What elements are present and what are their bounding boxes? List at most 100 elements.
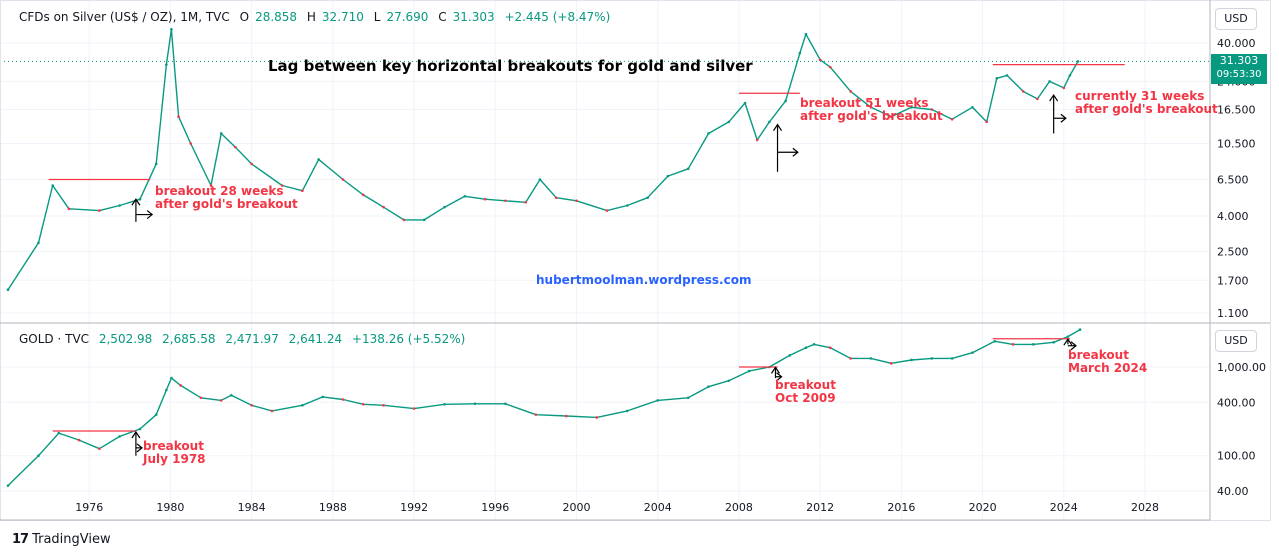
x-tick-label: 1980 <box>156 501 184 514</box>
tradingview-logo[interactable]: 17 TradingView <box>12 532 111 547</box>
silver-close: 31.303 <box>452 10 495 24</box>
gold-data-point <box>230 393 233 397</box>
gold-data-point <box>170 376 173 380</box>
silver-symbol: CFDs on Silver (US$ / OZ), 1M, TVC <box>19 10 230 24</box>
silver-data-point <box>98 209 101 212</box>
silver-data-point <box>768 120 771 124</box>
gold-data-point <box>534 413 538 416</box>
silver-data-point <box>443 205 446 209</box>
y-tick-label: 1.100 <box>1217 307 1249 320</box>
gold-data-point <box>812 343 816 346</box>
silver-data-point <box>575 199 578 203</box>
breakout-arrow-head <box>131 430 141 439</box>
last-price-value: 31.303 <box>1219 54 1259 67</box>
silver-pane[interactable] <box>0 28 1210 291</box>
x-tick-label: 2008 <box>725 501 753 514</box>
silver-data-point <box>1005 74 1009 77</box>
gold-annotation-1978: breakout July 1978 <box>143 440 206 466</box>
x-tick-label: 1988 <box>319 501 347 514</box>
x-tick-label: 1996 <box>481 501 509 514</box>
silver-change: +2.445 (+8.47%) <box>504 10 611 24</box>
silver-data-point <box>362 193 365 197</box>
silver-data-point <box>971 105 974 109</box>
silver-data-point <box>798 51 802 55</box>
x-tick-label: 2000 <box>563 501 591 514</box>
gold-data-point <box>565 414 568 418</box>
breakout-arrow-head <box>136 443 143 453</box>
silver-currency-button[interactable]: USD <box>1215 8 1257 30</box>
silver-data-point <box>784 99 787 103</box>
silver-annotation-2010: breakout 51 weeks after gold's breakout <box>800 97 943 123</box>
breakout-arrow-head <box>1060 113 1067 123</box>
breakout-arrow-head <box>146 210 154 220</box>
silver-data-point <box>1048 80 1051 83</box>
gold-price-line <box>7 328 1081 487</box>
gold-data-point <box>412 407 416 410</box>
silver-data-point <box>554 196 558 200</box>
gold-pane[interactable] <box>6 328 1082 487</box>
gold-data-point <box>910 358 913 362</box>
gold-data-point <box>849 357 852 360</box>
gold-data-point <box>443 402 446 406</box>
silver-data-point <box>138 197 142 201</box>
silver-data-point <box>625 204 629 207</box>
gold-data-point <box>686 396 690 400</box>
silver-data-point <box>463 194 467 198</box>
silver-data-point <box>37 241 40 245</box>
silver-data-point <box>910 105 913 109</box>
gold-currency-button[interactable]: USD <box>1215 330 1257 352</box>
silver-data-point <box>707 132 710 135</box>
x-tick-label: 2024 <box>1050 501 1078 514</box>
x-tick-label: 1984 <box>238 501 266 514</box>
gold-data-point <box>930 357 934 360</box>
silver-high-label: H <box>306 10 316 24</box>
silver-data-point <box>849 90 852 93</box>
gold-data-point <box>788 354 792 357</box>
silver-annotation-1978: breakout 28 weeks after gold's breakout <box>155 185 298 211</box>
silver-data-point <box>995 77 999 80</box>
gold-change: +138.26 (+5.52%) <box>351 332 466 346</box>
silver-data-point <box>755 138 759 142</box>
y-tick-label: 6.500 <box>1217 174 1249 187</box>
gold-data-point <box>199 396 203 400</box>
gold-data-point <box>804 346 808 350</box>
annotation-line: breakout 51 weeks <box>800 96 929 110</box>
silver-data-point <box>727 120 731 124</box>
gold-data-point <box>595 416 599 419</box>
silver-data-point <box>646 196 649 200</box>
gold-data-point <box>993 339 997 343</box>
gold-data-point <box>154 413 158 416</box>
silver-data-point <box>504 199 507 203</box>
silver-data-point <box>189 142 193 145</box>
silver-data-point <box>118 204 121 207</box>
annotation-line: after gold's breakout <box>1075 102 1218 116</box>
breakout-arrow-head <box>773 123 783 131</box>
gold-data-point <box>138 427 142 431</box>
silver-data-point <box>67 207 71 211</box>
silver-data-point <box>250 162 253 166</box>
y-tick-label: 2.500 <box>1217 245 1249 258</box>
gold-data-point <box>971 351 974 354</box>
breakout-arrow-head <box>770 366 780 374</box>
gold-data-point <box>747 369 751 373</box>
breakout-arrow-head <box>1049 93 1059 102</box>
silver-close-label: C <box>438 10 447 24</box>
gold-open: 2,502.98 <box>98 332 153 346</box>
gold-data-point <box>118 435 121 438</box>
gold-data-point <box>1052 340 1055 344</box>
gold-data-point <box>1066 335 1070 338</box>
gold-symbol: GOLD · TVC <box>19 332 90 346</box>
gold-data-point <box>250 404 253 407</box>
silver-data-point <box>605 209 609 212</box>
gold-data-point <box>727 379 731 383</box>
breakout-arrow-head <box>792 147 799 157</box>
silver-data-point <box>524 201 528 204</box>
x-tick-label: 1992 <box>400 501 428 514</box>
chart-title: Lag between key horizontal breakouts for… <box>268 57 753 75</box>
silver-data-point <box>1068 74 1072 77</box>
silver-data-point <box>154 162 158 166</box>
annotation-line: Oct 2009 <box>775 391 836 405</box>
gold-data-point <box>321 395 325 399</box>
gold-data-point <box>625 409 629 413</box>
silver-legend: CFDs on Silver (US$ / OZ), 1M, TVC O 28.8… <box>19 10 610 24</box>
